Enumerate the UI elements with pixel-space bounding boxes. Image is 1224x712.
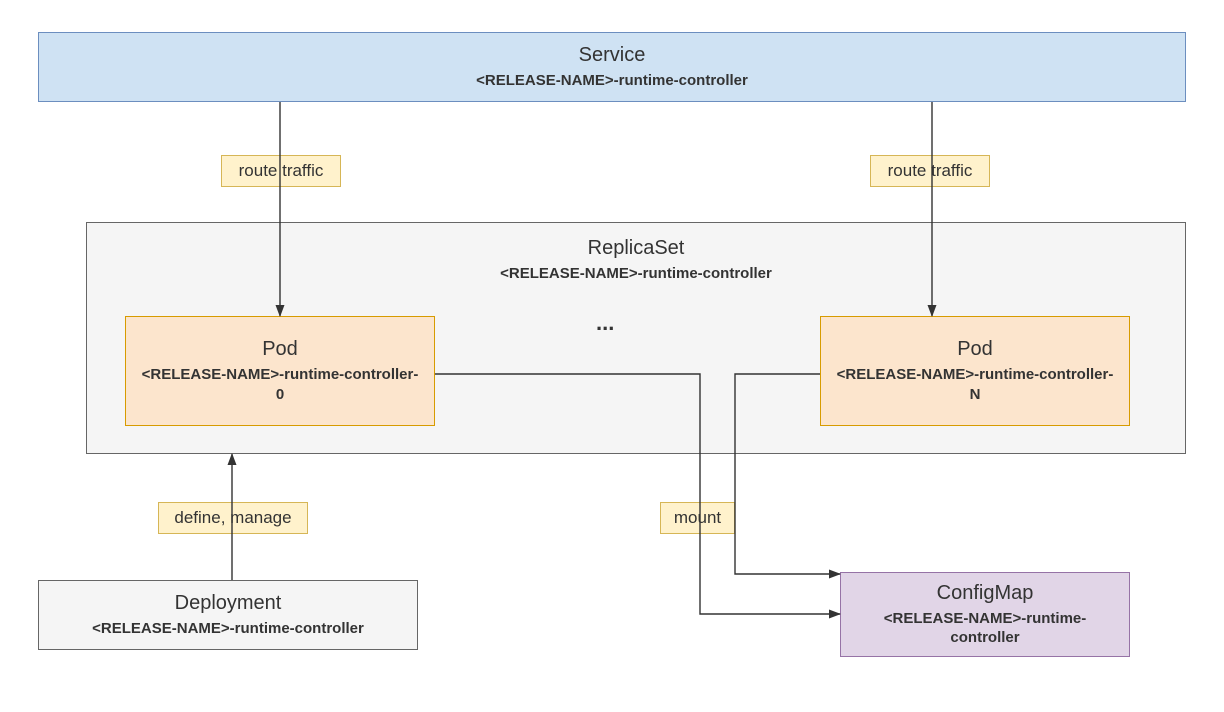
service-title: Service (579, 44, 646, 67)
configmap-box: ConfigMap <RELEASE-NAME>-runtime-control… (840, 572, 1130, 657)
pod-0-box: Pod <RELEASE-NAME>-runtime-controller-0 (125, 316, 435, 426)
define-manage-label: define, manage (158, 502, 308, 534)
replicaset-subtitle: <RELEASE-NAME>-runtime-controller (500, 264, 772, 284)
service-subtitle: <RELEASE-NAME>-runtime-controller (476, 71, 748, 91)
pod-0-subtitle: <RELEASE-NAME>-runtime-controller-0 (138, 365, 422, 404)
deployment-subtitle: <RELEASE-NAME>-runtime-controller (92, 619, 364, 639)
route-traffic-label-2: route traffic (870, 155, 990, 187)
configmap-title: ConfigMap (937, 582, 1034, 605)
replicaset-title: ReplicaSet (588, 237, 685, 260)
service-box: Service <RELEASE-NAME>-runtime-controlle… (38, 32, 1186, 102)
route-traffic-label-1: route traffic (221, 155, 341, 187)
pod-n-box: Pod <RELEASE-NAME>-runtime-controller-N (820, 316, 1130, 426)
ellipsis-text: ... (596, 310, 614, 336)
deployment-title: Deployment (175, 592, 282, 615)
pod-0-title: Pod (262, 338, 298, 361)
pod-n-title: Pod (957, 338, 993, 361)
pod-n-subtitle: <RELEASE-NAME>-runtime-controller-N (833, 365, 1117, 404)
configmap-subtitle: <RELEASE-NAME>-runtime-controller (853, 609, 1117, 648)
deployment-box: Deployment <RELEASE-NAME>-runtime-contro… (38, 580, 418, 650)
mount-label: mount (660, 502, 735, 534)
